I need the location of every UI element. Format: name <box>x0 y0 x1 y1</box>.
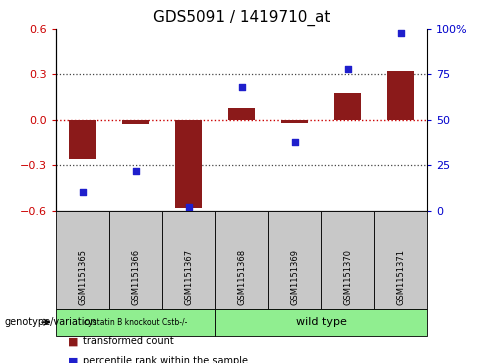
Point <box>79 189 86 195</box>
Point <box>291 139 299 144</box>
Text: genotype/variation: genotype/variation <box>5 317 98 327</box>
Text: ■: ■ <box>68 356 79 363</box>
Bar <box>175 120 202 208</box>
Point <box>397 30 405 36</box>
Text: wild type: wild type <box>296 317 346 327</box>
Bar <box>69 120 96 159</box>
Text: GSM1151369: GSM1151369 <box>290 249 299 305</box>
Text: percentile rank within the sample: percentile rank within the sample <box>83 356 248 363</box>
Text: GSM1151370: GSM1151370 <box>343 249 352 305</box>
Text: cystatin B knockout Cstb-/-: cystatin B knockout Cstb-/- <box>84 318 187 327</box>
Bar <box>387 72 414 120</box>
Bar <box>334 93 361 120</box>
Text: GSM1151371: GSM1151371 <box>396 249 405 305</box>
Text: GSM1151367: GSM1151367 <box>184 249 193 305</box>
Text: GSM1151368: GSM1151368 <box>237 249 246 305</box>
Text: ■: ■ <box>68 336 79 346</box>
Title: GDS5091 / 1419710_at: GDS5091 / 1419710_at <box>153 10 330 26</box>
Bar <box>228 108 255 120</box>
Point <box>238 84 245 90</box>
Bar <box>122 120 149 124</box>
Point <box>132 168 140 174</box>
Bar <box>281 120 308 123</box>
Point <box>184 204 192 210</box>
Text: GSM1151366: GSM1151366 <box>131 249 140 305</box>
Point <box>344 66 351 72</box>
Text: transformed count: transformed count <box>83 336 174 346</box>
Text: GSM1151365: GSM1151365 <box>78 249 87 305</box>
